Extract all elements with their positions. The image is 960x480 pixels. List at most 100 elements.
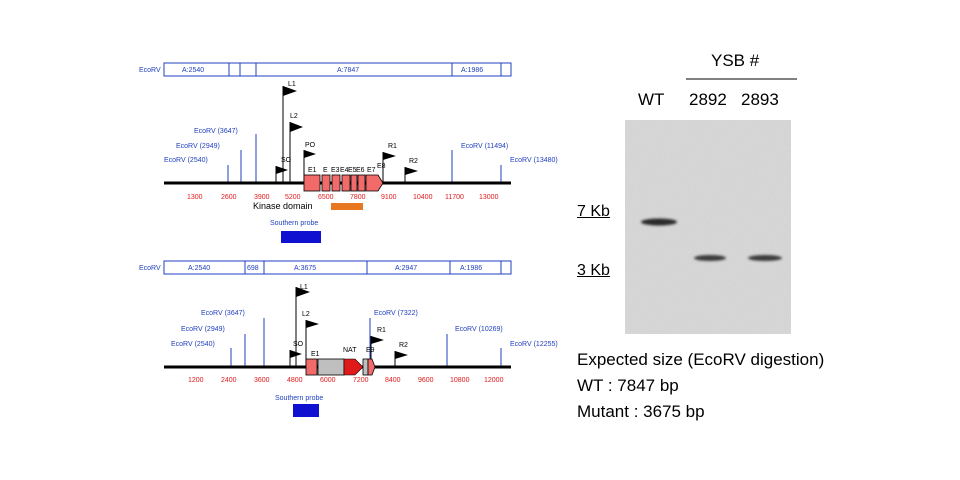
flag-icon <box>304 150 316 158</box>
wt-ecorv-prefix: EcoRV <box>139 67 161 74</box>
mut-ecorv-prefix: EcoRV <box>139 265 161 272</box>
wt-scale-tick: 6500 <box>318 194 334 201</box>
mut-exon <box>305 358 318 376</box>
wt-primer-label: L2 <box>290 113 298 120</box>
mut-scale-tick: 6000 <box>320 377 336 384</box>
wt-site-label: EcoRV (11494) <box>461 143 508 150</box>
wt-site-label: EcoRV (3647) <box>194 128 238 135</box>
mut-exon <box>367 358 376 376</box>
wt-exon <box>341 174 351 192</box>
wt-scale-tick: 11700 <box>445 194 464 201</box>
lane-label-wt: WT <box>638 90 665 109</box>
mut-segment-label: A:2947 <box>395 265 417 272</box>
wt-segment-bar <box>163 62 512 77</box>
ysb-group-label: YSB # <box>711 51 760 70</box>
expected-size-mutant: Mutant : 3675 bp <box>577 402 705 421</box>
wt-segment-label: A:2540 <box>182 67 204 74</box>
band-wt-7kb <box>641 218 677 226</box>
size-marker-3kb: 3 Kb <box>577 262 610 279</box>
mut-primer-so: SO <box>289 341 304 366</box>
mut-site-label: EcoRV (7322) <box>374 310 418 317</box>
flag-icon <box>283 86 297 96</box>
wt-scale-tick: 9100 <box>381 194 397 201</box>
band-2892-3kb <box>694 255 726 261</box>
mut-site-label: EcoRV (3647) <box>201 310 245 317</box>
wt-exon-label: E7 <box>367 167 376 174</box>
blot-texture <box>625 120 791 334</box>
mut-scale-tick: 2400 <box>221 377 237 384</box>
mut-cassette <box>317 358 345 376</box>
flag-icon <box>383 152 396 160</box>
mut-site-label: EcoRV (12255) <box>510 341 558 348</box>
nat-arrow <box>343 358 364 376</box>
mut-site-label: EcoRV (10269) <box>455 326 503 333</box>
mut-segment-label: A:2540 <box>188 265 210 272</box>
mut-scale-tick: 7200 <box>353 377 369 384</box>
band-2893-3kb <box>748 255 782 261</box>
flag-icon <box>405 167 418 175</box>
mut-segment-label: A:3675 <box>294 265 316 272</box>
wt-scale-tick: 7800 <box>350 194 366 201</box>
mutant-map: EcoRV A:2540 698 A:3675 A:2947 A:1986 Ec… <box>139 260 558 417</box>
wt-scale-tick: 1300 <box>187 194 203 201</box>
mut-scale-tick: 3600 <box>254 377 270 384</box>
flag-icon <box>395 351 408 359</box>
wt-primer-label: PO <box>305 142 316 149</box>
wt-scale-tick: 3900 <box>254 194 270 201</box>
mut-cassette <box>362 358 369 376</box>
wt-exon-label: E3 <box>331 167 340 174</box>
flag-icon <box>276 166 288 174</box>
size-marker-7kb: 7 Kb <box>577 203 610 220</box>
wt-scale-tick: 2600 <box>221 194 237 201</box>
flag-icon <box>306 320 319 328</box>
mut-primer-label: L2 <box>302 311 310 318</box>
wt-segment-label: A:7847 <box>337 67 359 74</box>
wt-exon <box>357 174 366 192</box>
mut-exon-label: E1 <box>311 351 320 358</box>
mut-exon-label: NAT <box>343 347 357 354</box>
wt-primer-so: SO <box>275 157 292 182</box>
mut-scale-tick: 4800 <box>287 377 303 384</box>
wt-exon-label: E1 <box>308 167 317 174</box>
mut-primer-r2: R2 <box>394 342 408 366</box>
wt-exon <box>350 174 358 192</box>
mut-southern-probe <box>293 404 319 417</box>
wt-scale-tick: 5200 <box>285 194 301 201</box>
wt-site-label: EcoRV (13480) <box>510 157 558 164</box>
wt-primer-l2: L2 <box>289 113 303 182</box>
flag-icon <box>296 287 310 297</box>
wt-exon <box>303 174 321 192</box>
mut-segment-bar <box>163 260 512 275</box>
wt-exon-label: E6 <box>356 167 365 174</box>
wt-primer-l1: L1 <box>282 81 297 182</box>
mut-scale-tick: 10800 <box>450 377 470 384</box>
mut-scale: 1200 2400 3600 4800 6000 7200 8400 9600 … <box>188 377 504 384</box>
mut-scale-tick: 12000 <box>484 377 504 384</box>
mut-primer-l2: L2 <box>302 311 319 366</box>
lane-label-2893: 2893 <box>741 90 779 109</box>
mut-exon-label: E9 <box>366 347 375 354</box>
mut-scale-tick: 1200 <box>188 377 204 384</box>
flag-icon <box>290 122 303 132</box>
wt-scale-tick: 10400 <box>413 194 433 201</box>
wt-exon <box>331 174 341 192</box>
wt-exon <box>365 174 384 192</box>
flag-icon <box>290 350 302 358</box>
wt-primer-r2: R2 <box>404 158 418 182</box>
wt-probe-label: Southern probe <box>270 220 318 227</box>
wt-exon-label: E5 <box>348 167 357 174</box>
wt-primer-r1: R1 <box>382 143 397 182</box>
wt-site-label: EcoRV (2540) <box>164 157 208 164</box>
mut-primer-label: SO <box>293 341 304 348</box>
flag-icon <box>371 336 384 344</box>
mut-site-label: EcoRV (2949) <box>181 326 225 333</box>
wt-site-label: EcoRV (2949) <box>176 143 220 150</box>
wt-exon <box>321 174 331 192</box>
wt-primer-label: R1 <box>388 143 397 150</box>
mut-scale-tick: 9600 <box>418 377 434 384</box>
wt-primer-label: L1 <box>288 81 296 88</box>
wt-primer-label: SO <box>281 157 292 164</box>
mut-primer-label: R1 <box>377 327 386 334</box>
wt-scale-tick: 13000 <box>479 194 499 201</box>
mut-segment-label: 698 <box>247 265 259 272</box>
